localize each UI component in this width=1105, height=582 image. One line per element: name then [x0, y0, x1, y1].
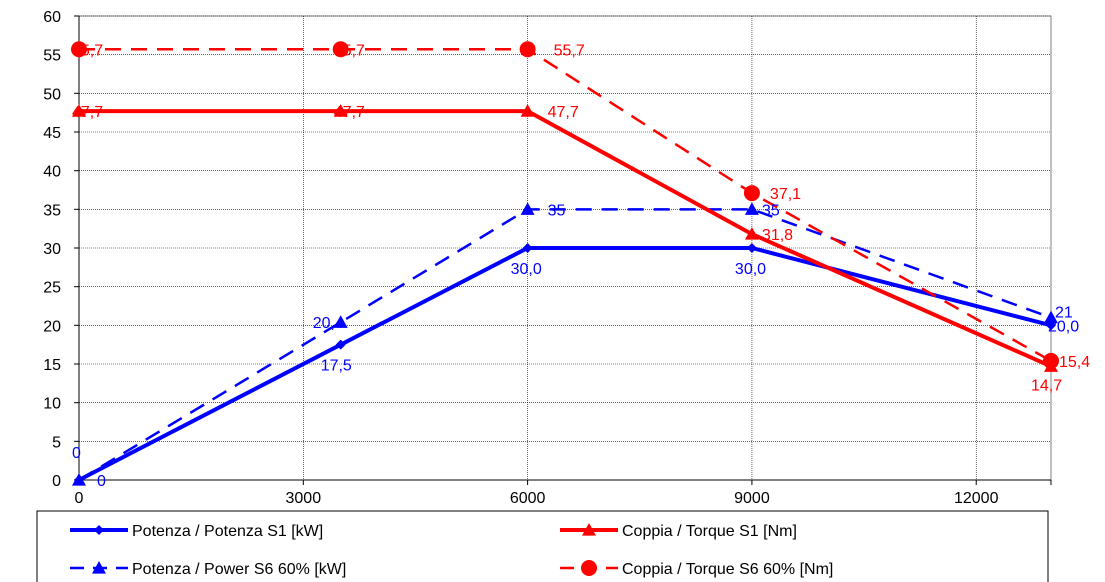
point-potenza-power-s6-60-kw: [72, 473, 86, 486]
y-tick-label: 20: [43, 318, 61, 335]
data-label-coppia-torque-s1-nm: 47,7: [548, 104, 579, 121]
data-label-potenza-potenza-s1-kw: 20,0: [1048, 318, 1079, 335]
legend-marker-coppia-torque-s6-60-nm: [581, 560, 597, 576]
point-coppia-torque-s1-nm: [72, 104, 86, 117]
y-tick-label: 35: [43, 202, 61, 219]
point-potenza-power-s6-60-kw: [1044, 310, 1058, 324]
y-tick-label: 5: [52, 434, 61, 451]
data-label-coppia-torque-s6-60-nm: 37,1: [770, 186, 801, 203]
data-label-coppia-torque-s1-nm: 47,7: [334, 104, 365, 121]
y-tick-label: 40: [43, 164, 61, 181]
y-tick-label: 25: [43, 280, 61, 297]
x-tick-label: 0: [75, 490, 84, 507]
point-coppia-torque-s6-60-nm: [1043, 352, 1059, 369]
data-label-potenza-potenza-s1-kw: 30,0: [735, 261, 766, 278]
legend-label-coppia-torque-s1-nm: Coppia / Torque S1 [Nm]: [622, 523, 797, 540]
data-label-potenza-potenza-s1-kw: 0: [72, 445, 81, 462]
x-tick-label: 9000: [734, 490, 770, 507]
data-label-coppia-torque-s6-60-nm: 55,7: [554, 42, 585, 59]
data-label-potenza-power-s6-60-kw: 35: [762, 202, 780, 219]
y-tick-label: 15: [43, 357, 61, 374]
point-coppia-torque-s1-nm: [333, 104, 348, 117]
point-potenza-potenza-s1-kw: [335, 339, 346, 350]
x-tick-label: 6000: [510, 490, 546, 507]
data-label-potenza-power-s6-60-kw: 21: [1055, 305, 1073, 322]
data-label-potenza-potenza-s1-kw: 30,0: [511, 261, 542, 278]
legend-label-potenza-potenza-s1-kw: Potenza / Potenza S1 [kW]: [132, 523, 323, 540]
data-label-potenza-power-s6-60-kw: 20,4: [313, 315, 344, 332]
point-potenza-power-s6-60-kw: [520, 202, 535, 215]
point-coppia-torque-s6-60-nm: [332, 41, 349, 58]
series-layer: [71, 41, 1059, 486]
legend-box: [36, 510, 1049, 582]
legend: Potenza / Potenza S1 [kW] Coppia / Torque…: [36, 510, 1049, 582]
legend-marker-potenza-potenza-s1-kw: [94, 525, 104, 535]
y-tick-label: 30: [43, 241, 61, 258]
data-label-potenza-potenza-s1-kw: 17,5: [321, 358, 352, 375]
axes: [74, 15, 1052, 485]
y-tick-label: 60: [43, 9, 61, 26]
x-tick-label: 12000: [954, 490, 999, 507]
point-coppia-torque-s1-nm: [744, 227, 759, 240]
y-tick-label: 45: [43, 125, 61, 142]
y-tick-label: 55: [43, 48, 61, 65]
legend-label-potenza-power-s6-60-kw: Potenza / Power S6 60% [kW]: [132, 561, 346, 578]
data-label-coppia-torque-s6-60-nm: 55,7: [72, 42, 103, 59]
point-coppia-torque-s1-nm: [520, 104, 535, 117]
data-label-coppia-torque-s6-60-nm: 55,7: [334, 42, 365, 59]
legend-marker-coppia-torque-s1-nm: [582, 523, 596, 536]
y-tick-label: 0: [52, 473, 61, 490]
x-tick-label: 3000: [286, 490, 322, 507]
data-label-potenza-power-s6-60-kw: 35: [548, 202, 566, 219]
point-potenza-power-s6-60-kw: [333, 315, 348, 328]
legend-marker-potenza-power-s6-60-kw: [92, 561, 106, 574]
point-coppia-torque-s6-60-nm: [71, 41, 87, 58]
point-potenza-power-s6-60-kw: [744, 202, 759, 215]
data-label-coppia-torque-s1-nm: 31,8: [762, 227, 793, 244]
data-label-coppia-torque-s6-60-nm: 15,4: [1059, 354, 1090, 371]
data-label-coppia-torque-s1-nm: 47,7: [72, 104, 103, 121]
point-coppia-torque-s6-60-nm: [743, 185, 760, 202]
data-label-coppia-torque-s1-nm: 14,7: [1031, 377, 1062, 394]
data-label-potenza-power-s6-60-kw: 0: [97, 473, 106, 490]
point-coppia-torque-s6-60-nm: [519, 41, 536, 58]
point-potenza-potenza-s1-kw: [522, 243, 533, 253]
y-tick-label: 10: [43, 396, 61, 413]
point-potenza-potenza-s1-kw: [746, 243, 757, 253]
data-labels-layer: 0 17,5 30,0 30,0 20,0 47,7 47,7 47,7 31,8 14,7 0 20…: [72, 42, 1090, 490]
legend-label-coppia-torque-s6-60-nm: Coppia / Torque S6 60% [Nm]: [622, 561, 833, 578]
y-tick-label: 50: [43, 86, 61, 103]
